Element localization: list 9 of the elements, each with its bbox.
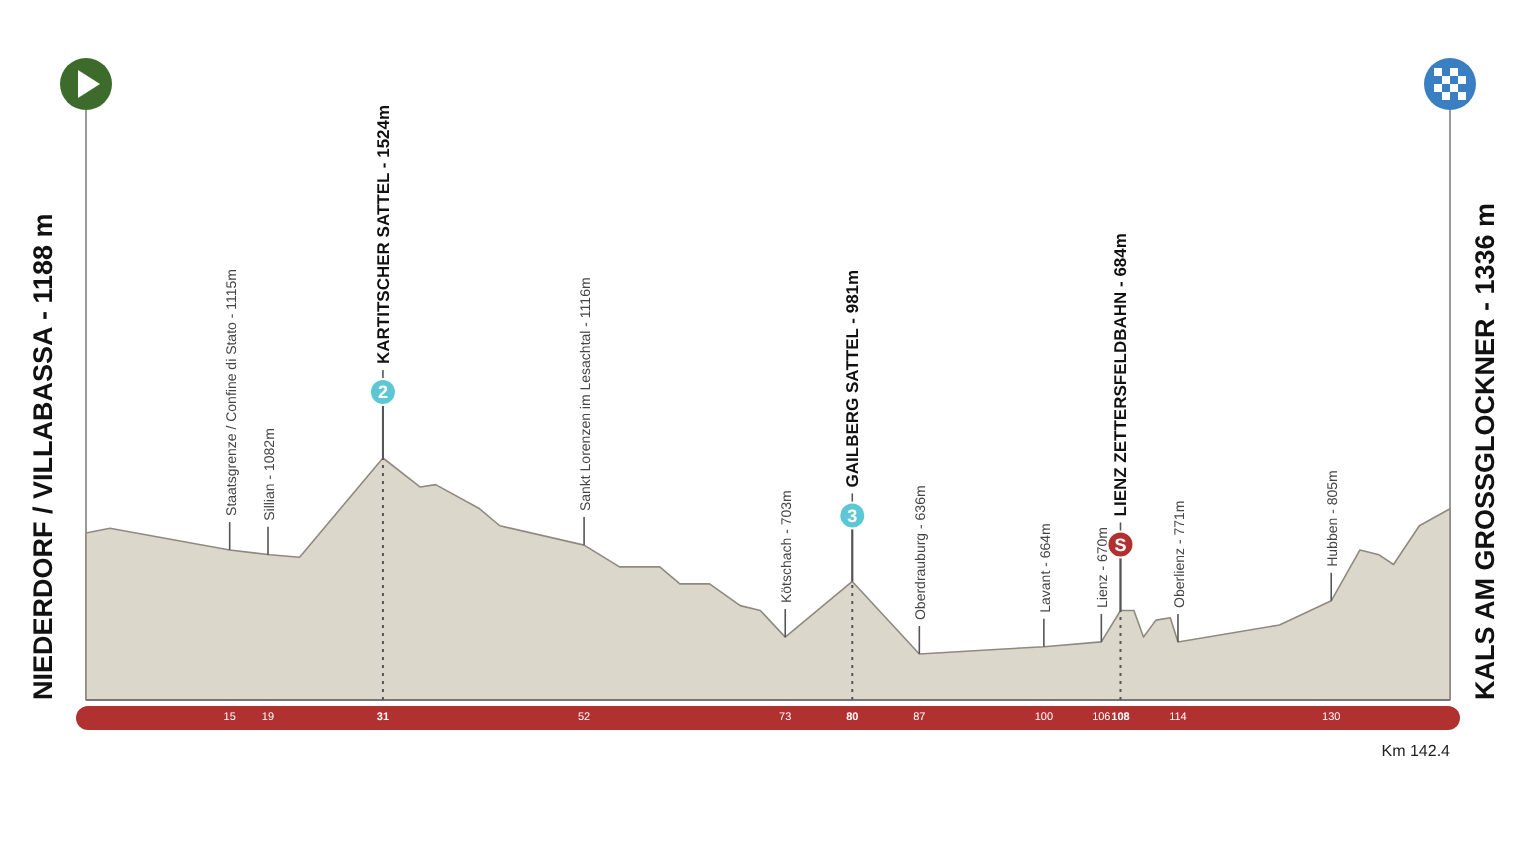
annotation: GAILBERG SATTEL - 981m <box>842 268 863 488</box>
annotation: S <box>1114 534 1127 555</box>
annotation: KALS AM GROSSGLOCKNER - 1336 m <box>1470 202 1500 700</box>
annotation: NIEDERDORF / VILLABASSA - 1188 m <box>28 213 58 700</box>
annotation: KARTITSCHER SATTEL - 1524m <box>372 103 393 364</box>
annotation: LIENZ ZETTERSFELDBAHN - 684m <box>1110 232 1131 517</box>
annotation: 2 <box>377 382 388 403</box>
text: Km 142.4 <box>1381 742 1452 760</box>
annotation: 3 <box>847 505 858 526</box>
